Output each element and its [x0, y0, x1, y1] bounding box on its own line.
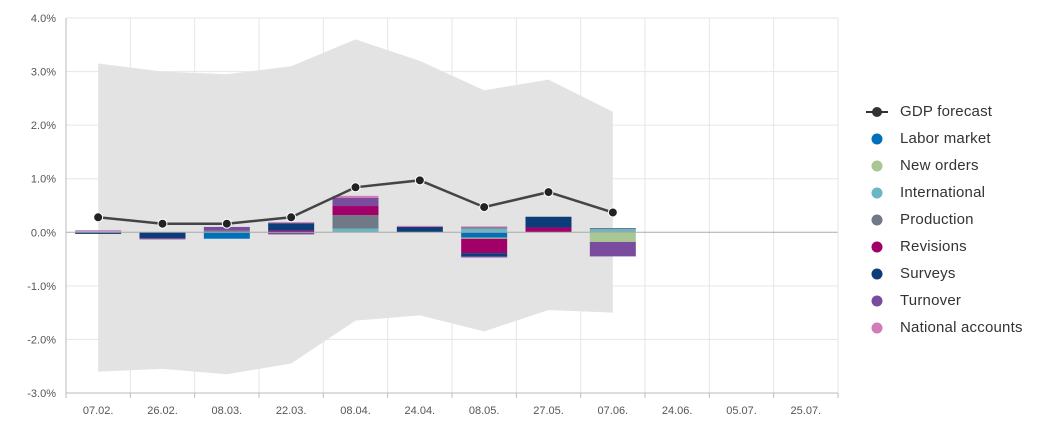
- legend-item[interactable]: Labor market: [866, 125, 1023, 152]
- axes: [65, 18, 839, 398]
- legend-dot-icon: [866, 210, 900, 230]
- x-tick-label: 08.04.: [340, 405, 371, 417]
- x-tick-label: 08.03.: [212, 405, 243, 417]
- bar-segment: [139, 238, 186, 240]
- x-tick-labels: 07.02. 26.02. 08.03. 22.03. 08.04. 24.04. 08.0…: [83, 405, 821, 417]
- legend-label: Turnover: [900, 292, 962, 309]
- bar-segment: [396, 226, 443, 233]
- legend-dot-icon: [866, 237, 900, 257]
- legend: GDP forecast Labor market New orders Intern…: [866, 98, 1023, 341]
- gdp-forecast-point: [157, 218, 168, 229]
- bar-segment: [589, 241, 636, 257]
- legend-item[interactable]: International: [866, 179, 1023, 206]
- bar-segment: [75, 232, 122, 234]
- bar-segment: [461, 226, 508, 228]
- bar-segment: [332, 206, 379, 216]
- gdp-forecast-point: [414, 175, 425, 186]
- legend-dot-icon: [866, 129, 900, 149]
- legend-label: Surveys: [900, 265, 956, 282]
- legend-label: GDP forecast: [900, 103, 993, 120]
- bar-segment: [461, 238, 508, 254]
- bar-segment: [268, 222, 315, 224]
- y-tick-label: 0.0%: [31, 227, 56, 239]
- x-tick-label: 05.07.: [726, 405, 757, 417]
- y-tick-label: 3.0%: [31, 67, 56, 79]
- y-tick-label: -1.0%: [27, 281, 56, 293]
- bar-segment: [589, 228, 636, 230]
- x-tick-label: 24.06.: [662, 405, 693, 417]
- legend-dot-icon: [866, 156, 900, 176]
- bar-segment: [203, 226, 250, 231]
- gdp-forecast-point: [286, 212, 297, 223]
- bar-segment: [461, 237, 508, 239]
- gdp-forecast-point: [479, 202, 490, 213]
- x-tick-label: 22.03.: [276, 405, 307, 417]
- legend-label: Revisions: [900, 238, 967, 255]
- bar-segment: [332, 215, 379, 229]
- bar-segment: [461, 256, 508, 258]
- legend-label: National accounts: [900, 319, 1023, 336]
- legend-item[interactable]: Revisions: [866, 233, 1023, 260]
- bar-segment: [203, 230, 250, 233]
- legend-item[interactable]: National accounts: [866, 314, 1023, 341]
- bar-segment: [461, 228, 508, 233]
- x-tick-label: 25.07.: [791, 405, 822, 417]
- bar-segment: [396, 225, 443, 227]
- legend-dot-icon: [866, 318, 900, 338]
- bar-segment: [332, 195, 379, 198]
- x-tick-label: 07.06.: [598, 405, 629, 417]
- x-tick-label: 26.02.: [147, 405, 178, 417]
- legend-dot-icon: [866, 291, 900, 311]
- gdp-forecast-point: [350, 182, 361, 193]
- bar-segment: [589, 229, 636, 233]
- bar-segment: [75, 231, 122, 233]
- legend-item[interactable]: Turnover: [866, 287, 1023, 314]
- legend-line-marker-icon: [866, 102, 900, 122]
- y-tick-label: -3.0%: [27, 388, 56, 400]
- legend-item[interactable]: GDP forecast: [866, 98, 1023, 125]
- bar-segment: [332, 228, 379, 233]
- bar-segment: [461, 226, 508, 229]
- x-tick-label: 07.02.: [83, 405, 114, 417]
- gdp-forecast-point: [93, 212, 104, 223]
- gdp-forecast-point: [221, 218, 232, 229]
- gdp-forecast-point: [543, 187, 554, 198]
- legend-item[interactable]: New orders: [866, 152, 1023, 179]
- y-tick-label: 1.0%: [31, 174, 56, 186]
- bar-segment: [461, 232, 508, 238]
- legend-label: Production: [900, 211, 974, 228]
- x-tick-label: 08.05.: [469, 405, 500, 417]
- legend-label: New orders: [900, 157, 979, 174]
- x-tick-label: 27.05.: [533, 405, 564, 417]
- y-tick-label: 4.0%: [31, 13, 56, 25]
- y-tick-labels: -3.0% -2.0% -1.0% 0.0% 1.0% 2.0% 3.0% 4.0%: [27, 13, 56, 400]
- bar-segment: [139, 232, 186, 239]
- gdp-forecast-line: [93, 175, 618, 229]
- stacked-bars: [75, 195, 636, 258]
- gdp-forecast-point: [607, 207, 618, 218]
- bar-segment: [525, 227, 572, 233]
- bar-segment: [268, 223, 315, 231]
- bar-segment: [589, 232, 636, 242]
- legend-dot-icon: [866, 264, 900, 284]
- y-tick-label: 2.0%: [31, 120, 56, 132]
- x-tick-label: 24.04.: [405, 405, 436, 417]
- bar-segment: [268, 232, 315, 235]
- bar-segment: [268, 230, 315, 233]
- bar-segment: [332, 198, 379, 207]
- y-tick-label: -2.0%: [27, 334, 56, 346]
- legend-item[interactable]: Surveys: [866, 260, 1023, 287]
- bar-segment: [75, 230, 122, 232]
- legend-label: International: [900, 184, 986, 201]
- bar-segment: [525, 216, 572, 228]
- legend-label: Labor market: [900, 130, 991, 147]
- legend-dot-icon: [866, 183, 900, 203]
- bar-segment: [461, 253, 508, 257]
- bar-segment: [203, 232, 250, 239]
- legend-item[interactable]: Production: [866, 206, 1023, 233]
